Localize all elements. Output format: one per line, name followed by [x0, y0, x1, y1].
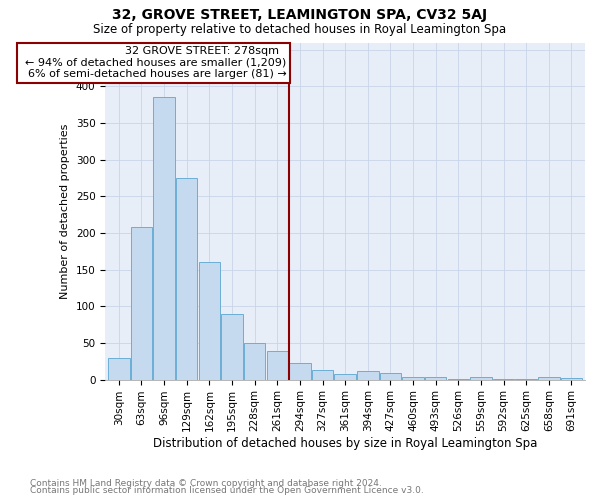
Bar	[470, 376, 491, 380]
Bar	[154, 98, 175, 380]
Bar	[334, 374, 356, 380]
Bar	[560, 378, 582, 380]
Bar	[108, 358, 130, 380]
Text: Contains HM Land Registry data © Crown copyright and database right 2024.: Contains HM Land Registry data © Crown c…	[30, 478, 382, 488]
Text: Contains public sector information licensed under the Open Government Licence v3: Contains public sector information licen…	[30, 486, 424, 495]
Bar	[448, 379, 469, 380]
Bar	[380, 373, 401, 380]
Bar	[402, 376, 424, 380]
Y-axis label: Number of detached properties: Number of detached properties	[60, 124, 70, 298]
Text: 32 GROVE STREET: 278sqm  
← 94% of detached houses are smaller (1,209)
  6% of s: 32 GROVE STREET: 278sqm ← 94% of detache…	[20, 46, 286, 80]
Bar	[266, 351, 288, 380]
Bar	[312, 370, 333, 380]
Bar	[515, 379, 537, 380]
Bar	[493, 379, 514, 380]
Bar	[221, 314, 243, 380]
Bar	[199, 262, 220, 380]
Bar	[357, 371, 379, 380]
X-axis label: Distribution of detached houses by size in Royal Leamington Spa: Distribution of detached houses by size …	[153, 437, 538, 450]
Text: 32, GROVE STREET, LEAMINGTON SPA, CV32 5AJ: 32, GROVE STREET, LEAMINGTON SPA, CV32 5…	[112, 8, 488, 22]
Bar	[425, 378, 446, 380]
Bar	[538, 378, 560, 380]
Bar	[176, 178, 197, 380]
Text: Size of property relative to detached houses in Royal Leamington Spa: Size of property relative to detached ho…	[94, 22, 506, 36]
Bar	[131, 227, 152, 380]
Bar	[289, 364, 311, 380]
Bar	[244, 343, 265, 380]
